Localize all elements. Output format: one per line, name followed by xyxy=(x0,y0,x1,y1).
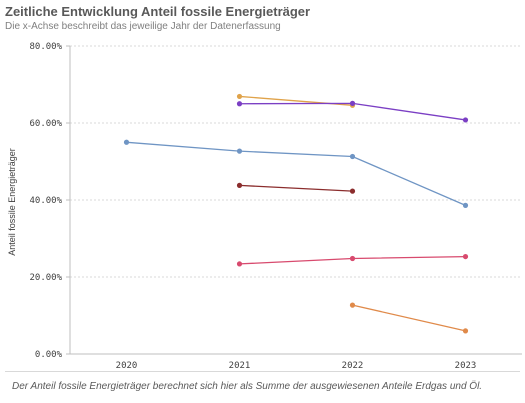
data-point xyxy=(349,255,356,262)
data-point xyxy=(123,139,130,145)
x-tick-label: 2022 xyxy=(342,361,364,371)
x-tick-label: 2020 xyxy=(116,361,138,371)
y-tick-label: 80.00% xyxy=(29,42,62,52)
series-lines xyxy=(126,95,466,332)
gridlines xyxy=(70,45,522,278)
series-line xyxy=(239,184,353,192)
footer-divider xyxy=(5,371,520,372)
data-point xyxy=(462,202,469,208)
data-point xyxy=(462,253,469,260)
chart-footnote: Der Anteil fossile Energieträger berechn… xyxy=(12,381,483,392)
data-point xyxy=(349,153,356,160)
line-chart[interactable]: 0.00% 20.00% 40.00% 60.00% 80.00% 2020 2021 202… xyxy=(0,0,525,372)
data-point xyxy=(236,182,243,188)
data-point xyxy=(462,328,469,334)
y-tick-label: 20.00% xyxy=(29,273,62,283)
data-point xyxy=(236,93,243,100)
y-tick-label: 60.00% xyxy=(29,119,62,129)
data-point xyxy=(236,261,243,267)
series-line xyxy=(352,304,466,332)
data-point xyxy=(349,302,356,308)
y-tick-label: 0.00% xyxy=(35,350,63,360)
data-point xyxy=(462,117,469,123)
y-tick-label: 40.00% xyxy=(29,196,62,206)
data-points xyxy=(123,93,469,334)
data-point xyxy=(349,100,356,106)
x-tick-label: 2023 xyxy=(455,361,477,371)
chart-title: Zeitliche Entwicklung Anteil fossile Ene… xyxy=(5,4,311,19)
y-axis-title: Anteil fossile Energieträger xyxy=(7,148,17,256)
data-point xyxy=(236,148,243,154)
data-point xyxy=(236,101,243,107)
x-tick-label: 2021 xyxy=(229,361,251,371)
chart-subtitle: Die x-Achse beschreibt das jeweilige Jah… xyxy=(5,21,281,32)
axes: 0.00% 20.00% 40.00% 60.00% 80.00% 2020 2021 202… xyxy=(7,42,522,371)
series-line xyxy=(126,141,466,206)
data-point xyxy=(349,188,356,194)
